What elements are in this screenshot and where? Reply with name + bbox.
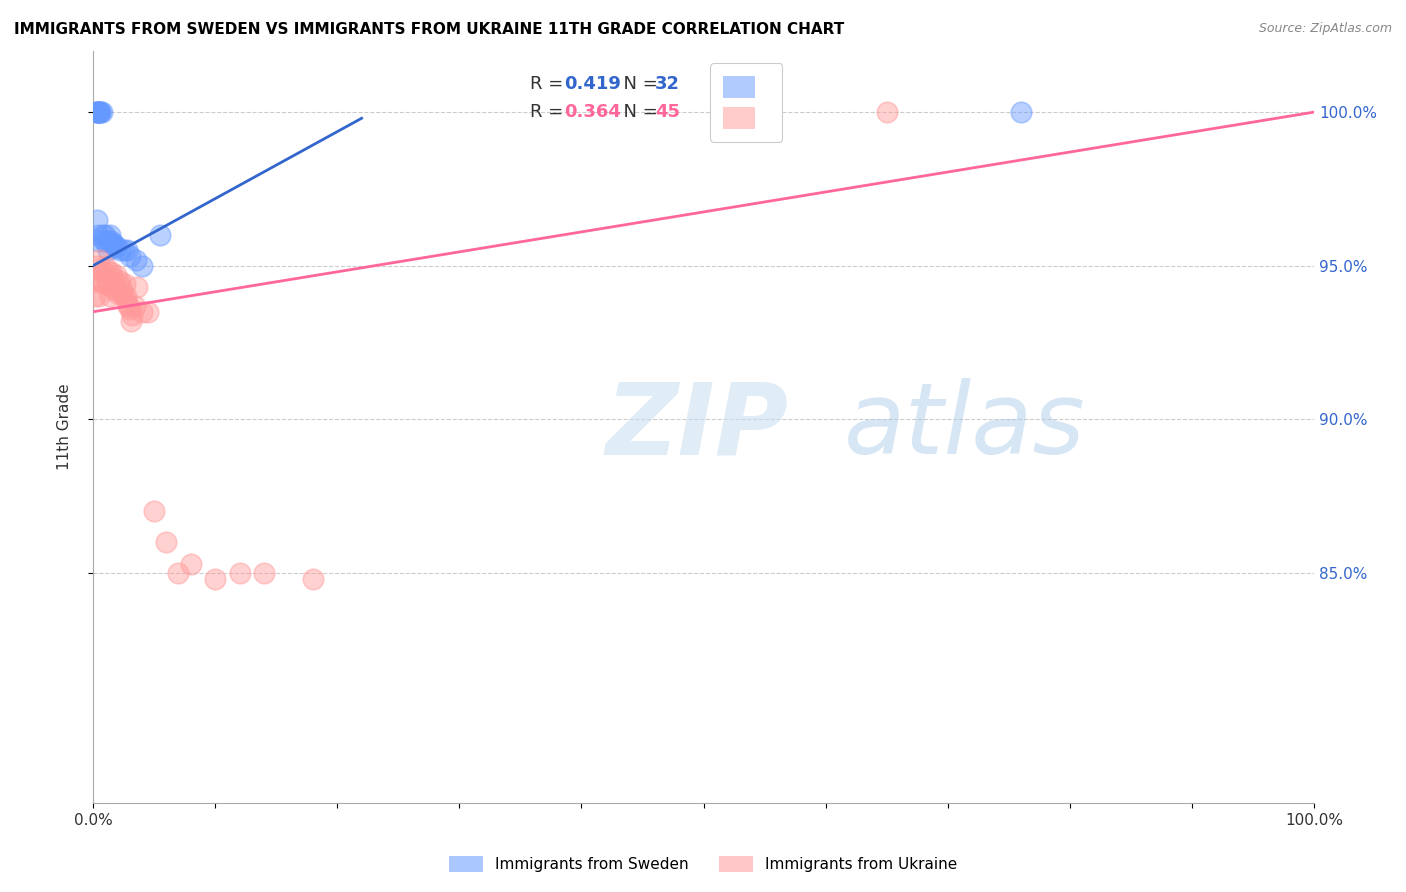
Text: ZIP: ZIP	[606, 378, 789, 475]
Point	[125, 252, 148, 267]
Point	[90, 105, 112, 120]
Point	[104, 240, 127, 254]
Point	[101, 237, 124, 252]
Point	[91, 227, 114, 242]
Text: Source: ZipAtlas.com: Source: ZipAtlas.com	[1258, 22, 1392, 36]
Point	[86, 274, 108, 288]
Point	[89, 105, 111, 120]
Point	[115, 295, 138, 310]
Point	[180, 557, 202, 571]
Point	[89, 274, 111, 288]
Point	[120, 314, 142, 328]
Point	[253, 566, 276, 580]
Point	[107, 277, 129, 292]
Point	[93, 234, 115, 248]
Point	[100, 234, 122, 248]
Point	[112, 244, 135, 258]
Point	[100, 265, 122, 279]
Point	[228, 566, 250, 580]
Point	[149, 227, 172, 242]
Point	[98, 227, 121, 242]
Point	[86, 105, 108, 120]
Point	[87, 105, 110, 120]
Text: atlas: atlas	[844, 378, 1085, 475]
Point	[94, 259, 117, 273]
Text: N =: N =	[612, 103, 664, 121]
Text: 0.419: 0.419	[564, 75, 621, 93]
Point	[87, 105, 110, 120]
Point	[204, 572, 226, 586]
Y-axis label: 11th Grade: 11th Grade	[58, 384, 72, 470]
Point	[124, 299, 146, 313]
Point	[131, 305, 153, 319]
Point	[125, 280, 148, 294]
Point	[86, 105, 108, 120]
Point	[87, 234, 110, 248]
Point	[136, 305, 159, 319]
Point	[101, 271, 124, 285]
Point	[97, 277, 120, 292]
Point	[167, 566, 190, 580]
Point	[103, 237, 125, 252]
Point	[111, 283, 134, 297]
Point	[91, 265, 114, 279]
Point	[107, 286, 129, 301]
Point	[115, 244, 138, 258]
Text: IMMIGRANTS FROM SWEDEN VS IMMIGRANTS FROM UKRAINE 11TH GRADE CORRELATION CHART: IMMIGRANTS FROM SWEDEN VS IMMIGRANTS FRO…	[14, 22, 845, 37]
Point	[108, 274, 131, 288]
Text: R =: R =	[530, 103, 569, 121]
Point	[90, 265, 112, 279]
Point	[121, 308, 143, 322]
Point	[104, 283, 127, 297]
Point	[131, 259, 153, 273]
Point	[96, 271, 118, 285]
Text: 32: 32	[655, 75, 679, 93]
Point	[87, 227, 110, 242]
Legend: Immigrants from Sweden, Immigrants from Ukraine: Immigrants from Sweden, Immigrants from …	[441, 848, 965, 880]
Text: 45: 45	[655, 103, 679, 121]
Point	[155, 535, 177, 549]
Point	[87, 289, 110, 303]
Point	[118, 250, 141, 264]
Point	[107, 240, 129, 254]
Point	[118, 301, 141, 316]
Point	[94, 234, 117, 248]
Point	[89, 105, 111, 120]
Point	[93, 277, 115, 292]
Text: N =: N =	[612, 75, 664, 93]
Point	[87, 259, 110, 273]
Point	[301, 572, 323, 586]
Point	[84, 289, 107, 303]
Point	[117, 299, 139, 313]
Point	[103, 280, 125, 294]
Point	[86, 105, 108, 120]
Point	[87, 105, 110, 120]
Point	[143, 504, 166, 518]
Legend: , : ,	[710, 63, 782, 142]
Point	[97, 244, 120, 258]
Point	[876, 105, 898, 120]
Point	[110, 286, 132, 301]
Point	[97, 234, 120, 248]
Point	[98, 289, 121, 303]
Point	[97, 265, 120, 279]
Point	[86, 212, 108, 227]
Text: R =: R =	[530, 75, 569, 93]
Point	[94, 227, 117, 242]
Point	[114, 277, 136, 292]
Point	[1010, 105, 1032, 120]
Point	[105, 268, 128, 282]
Point	[87, 252, 110, 267]
Point	[112, 289, 135, 303]
Text: 0.364: 0.364	[564, 103, 621, 121]
Point	[108, 244, 131, 258]
Point	[115, 289, 138, 303]
